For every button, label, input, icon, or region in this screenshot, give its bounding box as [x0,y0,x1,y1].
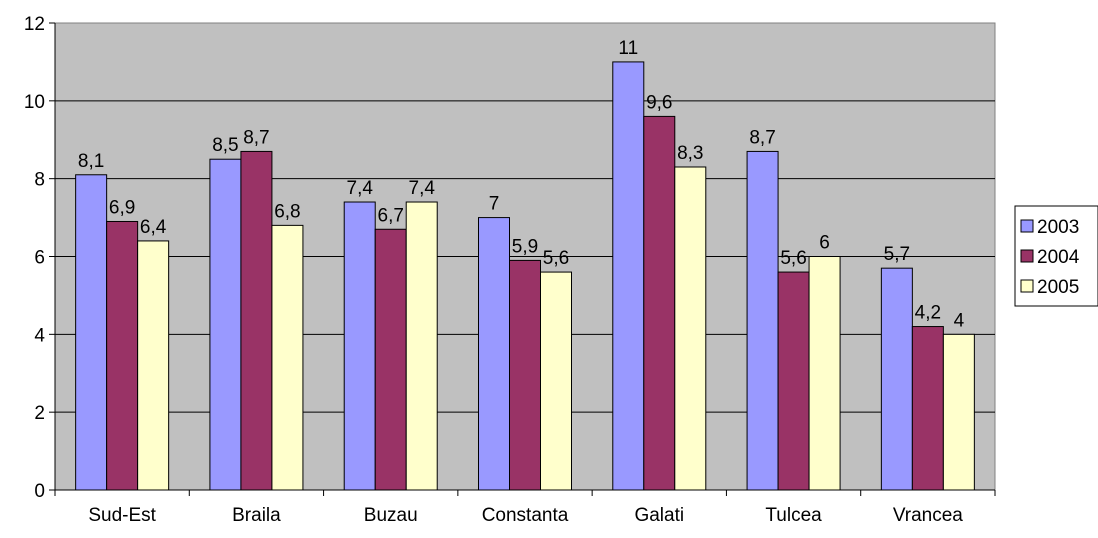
data-label: 5,9 [512,236,538,257]
data-label: 8,1 [78,151,104,172]
data-label: 6,8 [274,201,300,222]
bar-2005 [540,271,572,491]
bars [75,61,975,491]
bar-2003 [75,174,108,491]
bar-2005 [674,166,707,491]
y-tick-label: 10 [24,92,45,113]
y-tick-label: 6 [34,248,45,269]
data-label: 5,7 [884,244,910,265]
bar-2004 [374,228,407,491]
bar-2003 [746,150,779,491]
legend: 2003 2004 2005 [1014,205,1098,307]
bar-2003 [343,201,376,491]
data-label: 7 [489,194,500,215]
data-label: 8,3 [677,143,703,164]
bar-2003 [612,61,645,491]
data-label: 4 [954,310,965,331]
data-label: 5,6 [780,248,806,269]
bar-2005 [942,333,975,491]
legend-label-2005: 2005 [1037,277,1079,298]
x-tick-label: Sud-Est [88,505,156,526]
legend-swatch-2004 [1020,249,1034,263]
data-label: 6,7 [378,205,404,226]
y-tick-label: 2 [34,403,45,424]
data-labels: 8,16,96,48,5 8,76,87,46,77,475,95,6119,68… [78,38,965,331]
x-tick-label: Buzau [364,505,418,526]
y-tick-label: 0 [34,481,45,502]
data-label: 7,4 [409,178,436,199]
data-label: 4,2 [915,303,941,324]
axes: 0 2 4 6 8 10 12 Sud-Est Braila Buzau Constanta Gala… [24,14,996,526]
y-tick-label: 4 [34,325,45,346]
data-label: 5,6 [543,248,569,269]
bar-2005 [137,240,170,491]
bar-2004 [106,220,139,491]
bar-2005 [808,256,841,491]
y-tick-label: 8 [34,170,45,191]
data-label: 6 [819,233,830,254]
x-tick-label: Constanta [482,505,569,526]
data-label: 9,6 [646,92,672,113]
data-label: 6,9 [109,197,135,218]
bar-2003 [209,158,242,491]
x-tick-label: Tulcea [765,505,822,526]
x-tick-label: Vrancea [893,505,963,526]
bar-2005 [405,201,438,491]
legend-label-2003: 2003 [1037,217,1079,238]
legend-swatch-2005 [1020,279,1034,293]
y-tick-label: 12 [24,14,45,35]
data-label: 8,5 [212,135,238,156]
bar-2004 [777,271,810,491]
data-label: 6,4 [140,217,167,238]
legend-swatch-2003 [1020,219,1034,233]
x-tick-label: Galati [634,505,684,526]
bar-2004 [240,150,273,491]
bar-2004 [911,326,944,491]
bar-2003 [478,217,510,491]
bar-2004 [509,259,541,491]
data-label: 11 [618,38,638,59]
data-label: 8,7 [243,127,269,148]
data-label: 8,7 [749,127,775,148]
legend-label-2004: 2004 [1037,247,1080,268]
bar-2003 [880,267,913,491]
data-label: 7,4 [347,178,374,199]
bar-2004 [643,115,676,491]
x-tick-label: Braila [232,505,281,526]
bar-2005 [271,224,304,491]
